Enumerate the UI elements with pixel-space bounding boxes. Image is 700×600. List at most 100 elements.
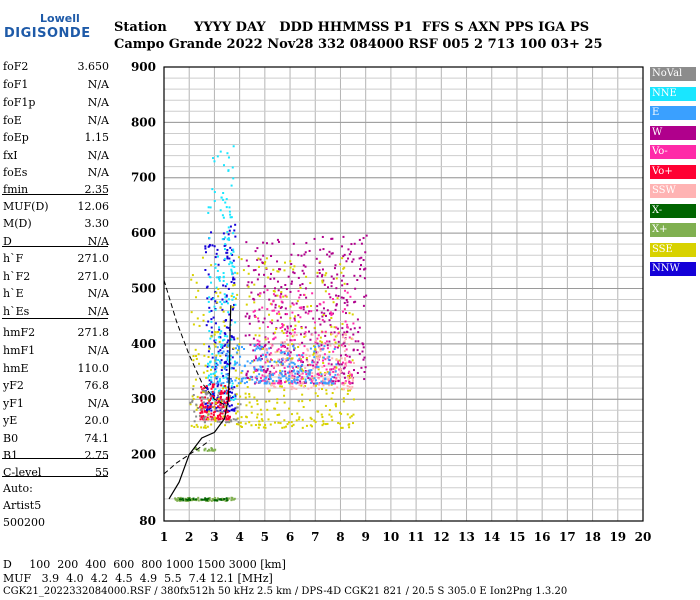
data-point [199,412,202,415]
data-point [312,364,315,367]
data-point [345,330,348,333]
data-point [231,356,234,359]
data-point [302,308,305,311]
data-point [316,337,319,340]
data-point [256,378,259,381]
data-point [316,410,319,413]
data-point [220,400,223,403]
data-point [230,420,233,423]
data-point [337,344,340,347]
data-point [213,499,216,502]
data-point [313,419,316,422]
data-point [248,393,251,396]
data-point [213,339,216,342]
data-point [276,238,279,241]
data-point [321,281,324,284]
data-point [285,288,288,291]
data-point [191,400,194,403]
data-point [279,379,282,382]
data-point [219,409,222,412]
data-point [248,322,251,325]
data-point [344,337,347,340]
data-point [232,296,235,299]
data-point [192,388,195,391]
data-point [321,416,324,419]
auto-label: Auto: [3,482,33,495]
data-point [234,303,237,306]
data-point [219,349,222,352]
data-point [308,354,311,357]
data-point [314,379,317,382]
data-point [207,413,210,416]
data-point [232,259,235,262]
data-point [314,345,317,348]
data-point [315,351,318,354]
data-point [278,361,281,364]
data-point [217,394,220,397]
data-point [281,329,284,332]
data-point [327,358,330,361]
data-point [341,361,344,364]
x-tick-label: 6 [286,530,294,544]
data-point [210,423,213,426]
data-point [221,366,224,369]
data-point [319,340,322,343]
data-point [311,333,314,336]
data-point [234,379,237,382]
x-tick-label: 15 [509,530,526,544]
data-point [337,422,340,425]
data-point [279,295,282,298]
data-point [207,402,210,405]
legend-item: Vo- [650,145,696,159]
data-point [210,499,213,502]
data-point [272,268,275,271]
data-point [316,309,319,312]
distance-row: D 100 200 400 600 800 1000 1500 3000 [km… [3,558,286,571]
data-point [220,372,223,375]
data-point [252,310,255,313]
data-point [231,298,234,301]
data-point [287,353,290,356]
data-point [204,392,207,395]
data-point [209,399,212,402]
data-point [322,314,325,317]
data-point [317,358,320,361]
data-point [262,368,265,371]
data-point [226,354,229,357]
data-point [325,368,328,371]
data-point [292,268,295,271]
data-point [226,396,229,399]
data-point [338,368,341,371]
data-point [302,381,305,384]
data-point [228,206,231,209]
data-point [275,380,278,383]
data-point [359,268,362,271]
data-point [300,254,303,257]
data-point [263,345,266,348]
data-point [283,261,286,264]
data-point [221,411,224,414]
data-point [299,358,302,361]
data-point [279,385,282,388]
data-point [335,326,338,329]
data-point [356,371,359,374]
data-point [265,257,268,260]
data-point [208,405,211,408]
data-point [323,381,326,384]
data-point [256,258,259,261]
param-value: 1.15 [84,131,110,144]
data-point [309,338,312,341]
data-point [322,379,325,382]
data-point [222,499,225,502]
data-point [254,355,257,358]
data-point [233,408,236,411]
data-point [192,323,195,326]
data-point [308,249,311,252]
data-point [323,283,326,286]
data-point [341,426,344,429]
data-point [335,303,338,306]
data-point [265,378,268,381]
data-point [356,349,359,352]
data-point [216,409,219,412]
data-point [357,331,360,334]
